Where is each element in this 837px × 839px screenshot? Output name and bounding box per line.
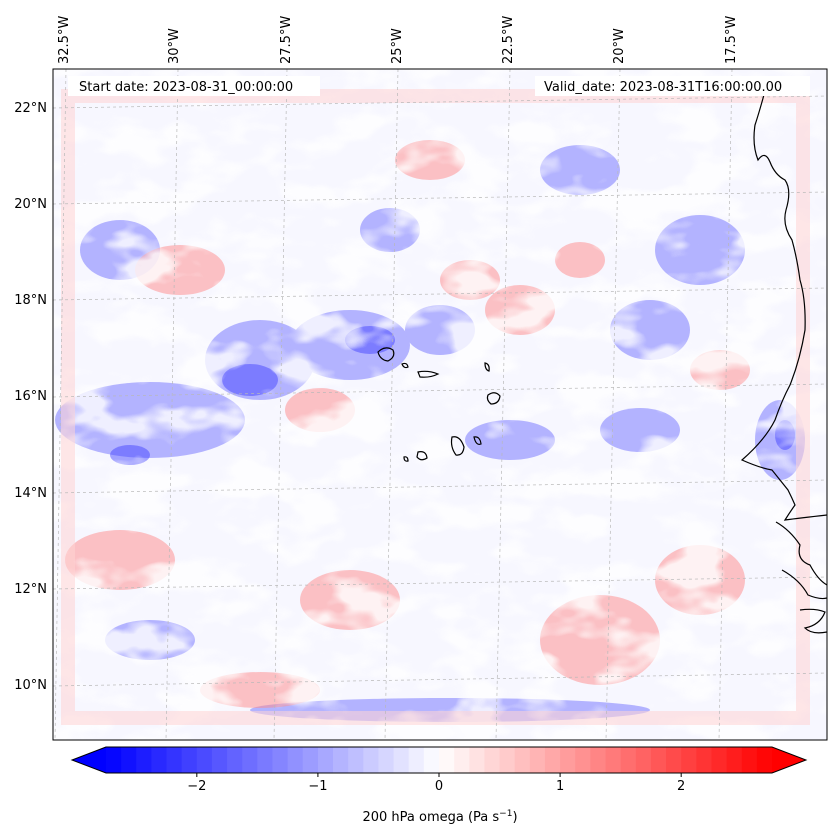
start-date-label: Start date: 2023-08-31_00:00:00 <box>79 80 293 95</box>
colorbar-cell <box>711 747 728 773</box>
colorbar-cell <box>121 747 137 773</box>
valid-date-label: Valid_date: 2023-08-31T16:00:00.00 <box>544 80 782 95</box>
colorbar-label-exponent: −1 <box>499 809 512 819</box>
colorbar-right-extension <box>772 747 806 773</box>
colorbar-cell <box>393 747 410 773</box>
colorbar-cell <box>726 747 743 773</box>
lat-tick-label: 18°N <box>14 293 47 308</box>
colorbar-cell <box>196 747 213 773</box>
colorbar-cell <box>681 747 697 773</box>
latitude-labels: 22°N 20°N 18°N 16°N 14°N 12°N 10°N <box>14 101 47 693</box>
start-date-box <box>68 76 320 96</box>
lon-tick-label: 32.5°W <box>57 16 72 64</box>
island-maio <box>473 436 482 445</box>
colorbar-cell <box>696 747 713 773</box>
colorbar-cell <box>242 747 258 773</box>
colorbar-cell <box>756 747 773 773</box>
island-santiago <box>450 436 465 456</box>
colorbar-tick-label: −2 <box>187 779 206 794</box>
colorbar-cells <box>106 747 773 773</box>
lon-tick-label: 17.5°W <box>724 16 739 64</box>
colorbar-cell <box>408 747 425 773</box>
colorbar-cell <box>302 747 319 773</box>
valid-date-box <box>535 76 810 96</box>
colorbar-cell <box>166 747 183 773</box>
colorbar-cell <box>635 747 652 773</box>
colorbar-cell <box>181 747 198 773</box>
colorbar-outline <box>70 746 808 774</box>
colorbar-cell <box>605 747 622 773</box>
colorbar-cell <box>484 747 501 773</box>
colorbar-cell <box>544 747 561 773</box>
lat-tick-label: 12°N <box>14 582 47 597</box>
colorbar-tick-label: 2 <box>677 779 685 794</box>
island-sal <box>484 362 490 372</box>
longitude-labels: 32.5°W 30°W 27.5°W 25°W 22.5°W 20°W 17.5… <box>57 16 739 64</box>
colorbar-cell <box>650 747 667 773</box>
colorbar-cell <box>333 747 349 773</box>
colorbar-cell <box>529 747 546 773</box>
colorbar-left-extension <box>72 747 106 773</box>
colorbar-cell <box>317 747 334 773</box>
lat-tick-label: 20°N <box>14 197 47 212</box>
island-sao-vicente <box>401 362 409 369</box>
cape-verde-islands <box>377 347 501 462</box>
colorbar: −2 −1 0 1 2 200 hPa omega (Pa s−1) <box>70 746 808 825</box>
domain-boundary-strip <box>61 89 810 725</box>
lat-tick-label: 14°N <box>14 486 47 501</box>
lon-tick-label: 30°W <box>167 28 182 64</box>
map-panel <box>53 69 827 740</box>
lat-tick-label: 10°N <box>14 678 47 693</box>
colorbar-cell <box>136 747 153 773</box>
colorbar-cell <box>469 747 486 773</box>
colorbar-cell <box>257 747 274 773</box>
omega-noise-red <box>53 69 827 740</box>
colorbar-cell <box>272 747 289 773</box>
colorbar-cell <box>423 747 440 773</box>
island-brava <box>403 456 409 462</box>
lon-tick-label: 22.5°W <box>501 16 516 64</box>
colorbar-cell <box>106 747 122 773</box>
island-santo-antao <box>377 347 395 362</box>
colorbar-cell <box>287 747 304 773</box>
lon-tick-label: 27.5°W <box>279 16 294 64</box>
lat-tick-label: 22°N <box>14 101 47 116</box>
colorbar-tick-label: −1 <box>308 779 327 794</box>
colorbar-cell <box>590 747 607 773</box>
african-coastline <box>740 79 827 634</box>
map-frame <box>52 68 828 741</box>
colorbar-label-suffix: ) <box>512 810 517 825</box>
lat-tick-label: 16°N <box>14 389 47 404</box>
colorbar-cell <box>560 747 576 773</box>
colorbar-cell <box>620 747 637 773</box>
island-fogo <box>416 451 428 461</box>
colorbar-cell <box>439 747 455 773</box>
colorbar-cell <box>575 747 591 773</box>
colorbar-ticks: −2 −1 0 1 2 <box>187 773 685 794</box>
colorbar-cell <box>348 747 364 773</box>
island-sao-nicolau <box>417 370 440 378</box>
island-boa-vista <box>486 392 501 405</box>
lon-tick-label: 20°W <box>612 28 627 64</box>
colorbar-label-prefix: 200 hPa omega (Pa s <box>362 810 499 825</box>
colorbar-cell <box>211 747 228 773</box>
colorbar-cell <box>363 747 380 773</box>
colorbar-tick-label: 1 <box>556 779 564 794</box>
colorbar-cell <box>454 747 470 773</box>
colorbar-cell <box>227 747 243 773</box>
lon-tick-label: 25°W <box>390 28 405 64</box>
colorbar-label: 200 hPa omega (Pa s−1) <box>362 809 517 825</box>
colorbar-cell <box>151 747 168 773</box>
gridlines <box>53 69 827 740</box>
colorbar-cell <box>741 747 758 773</box>
colorbar-cell <box>666 747 682 773</box>
colorbar-tick-label: 0 <box>435 779 443 794</box>
colorbar-cell <box>499 747 516 773</box>
colorbar-cell <box>514 747 531 773</box>
colorbar-cell <box>378 747 395 773</box>
